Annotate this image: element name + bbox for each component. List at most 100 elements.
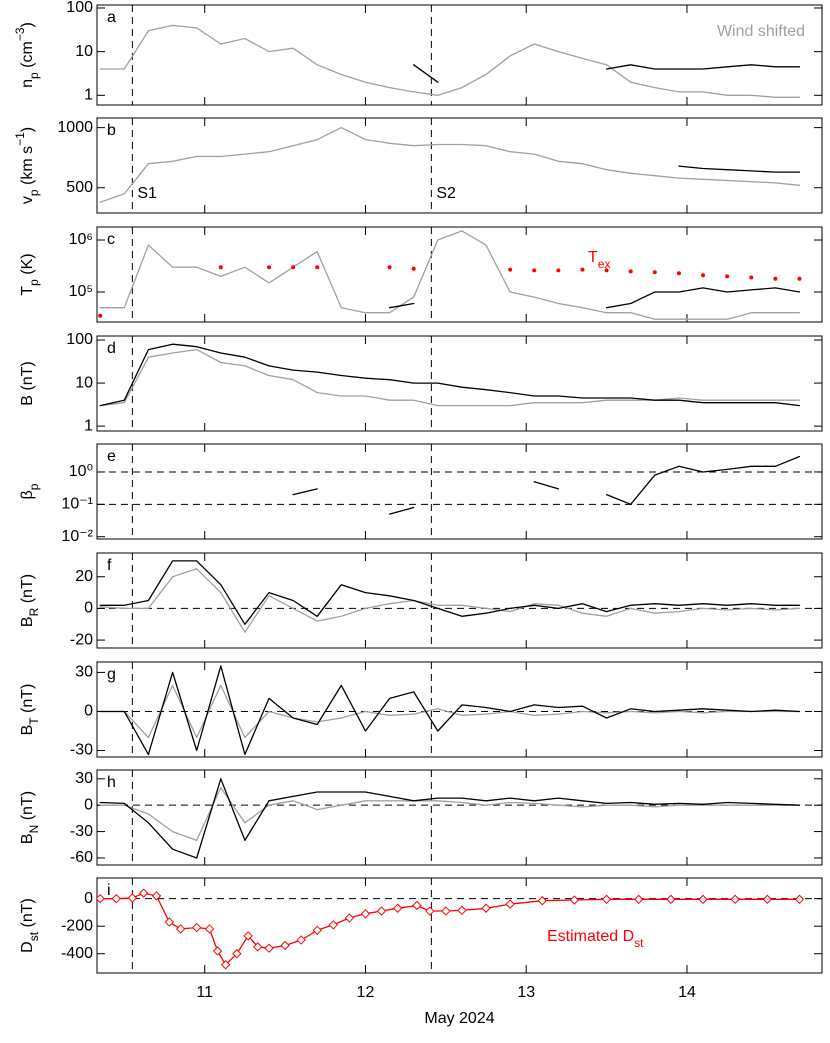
data-marker — [569, 895, 580, 905]
data-marker — [328, 920, 339, 930]
data-point — [701, 273, 706, 278]
y-axis-label: BR (nT) — [19, 574, 41, 627]
panel-frame — [96, 877, 823, 974]
data-marker — [111, 893, 121, 904]
y-tick-label: 10 — [75, 43, 93, 60]
y-axis-label: BN (nT) — [19, 791, 41, 844]
series-line — [99, 568, 801, 633]
data-point — [749, 275, 754, 280]
y-tick-label: 1000 — [57, 119, 93, 136]
y-tick-label: 100 — [66, 331, 93, 348]
label-part: (cm — [19, 41, 36, 72]
series-line — [99, 786, 801, 842]
label-part: D — [19, 941, 36, 953]
label-part: (nT) — [19, 574, 36, 608]
data-marker — [762, 894, 773, 905]
series-line — [99, 560, 801, 625]
label-part: B — [19, 833, 36, 844]
y-tick-label: -30 — [70, 742, 93, 759]
data-marker — [127, 893, 138, 903]
y-tick-label: 0 — [84, 703, 93, 720]
y-axis-label: Tp (K) — [19, 253, 41, 295]
panel-frame — [96, 552, 823, 649]
data-marker — [151, 891, 162, 901]
data-marker — [481, 903, 491, 913]
label-part: T — [27, 717, 41, 725]
label-part: (nT) — [19, 898, 36, 932]
series-line — [99, 665, 801, 756]
y-tick-label: 0 — [84, 890, 93, 907]
data-marker — [392, 903, 403, 913]
panel-label: a — [107, 9, 116, 26]
series-line — [99, 348, 801, 407]
data-point — [267, 265, 272, 270]
y-tick-label: 10⁶ — [69, 231, 93, 248]
label-part: p — [27, 279, 41, 286]
x-tick-label: 13 — [517, 984, 535, 1001]
label-part: p — [27, 189, 41, 196]
y-tick-label: 0 — [84, 600, 93, 617]
data-marker — [204, 924, 215, 934]
annotation: Tex — [588, 249, 610, 271]
panel-label: g — [107, 666, 116, 683]
data-point — [797, 276, 802, 281]
y-tick-label: 10⁻² — [61, 528, 93, 545]
panel-frame — [96, 661, 823, 758]
label-part: B — [19, 616, 36, 627]
label-part: Estimated D — [547, 928, 634, 945]
y-axis-label: B (nT) — [19, 361, 36, 405]
label-part: ex — [598, 257, 611, 271]
y-tick-label: 10⁻¹ — [61, 496, 93, 513]
label-part: (km s — [19, 146, 36, 190]
data-point — [628, 269, 633, 274]
label-part: Wind shifted — [717, 23, 805, 40]
panel-label: f — [107, 557, 112, 574]
data-marker — [212, 946, 223, 956]
label-part: N — [27, 825, 41, 834]
label-part: p — [27, 72, 41, 79]
label-part: v — [19, 196, 36, 204]
label-part: B (nT) — [19, 361, 36, 405]
annotation: Wind shifted — [717, 23, 805, 40]
data-marker — [666, 894, 676, 905]
series-line — [99, 126, 801, 203]
x-tick-label: 12 — [357, 984, 375, 1001]
data-marker — [537, 896, 547, 906]
data-marker — [138, 888, 149, 898]
data-marker — [220, 960, 231, 970]
data-point — [604, 268, 609, 273]
y-axis-label: βp — [19, 483, 41, 499]
data-marker — [505, 899, 515, 909]
y-tick-label: 20 — [75, 568, 93, 585]
data-point — [580, 267, 585, 272]
data-marker — [95, 893, 105, 904]
data-marker — [191, 922, 202, 933]
y-tick-label: 30 — [75, 770, 93, 787]
data-point — [556, 268, 561, 273]
label-part: (K) — [19, 253, 36, 279]
y-tick-label: 1 — [84, 417, 93, 434]
panel-label: h — [107, 774, 116, 791]
panel-frame — [96, 4, 823, 106]
label-part: β — [19, 490, 36, 499]
shock-label: S2 — [436, 185, 456, 202]
data-marker — [253, 942, 263, 952]
data-marker — [312, 925, 322, 936]
panel-label: d — [107, 340, 116, 357]
y-tick-label: 1 — [84, 87, 93, 104]
y-axis-label: np (cm−3) — [13, 22, 41, 88]
panel-label: e — [107, 448, 116, 465]
x-tick-label: 14 — [678, 984, 696, 1001]
data-marker — [698, 894, 708, 905]
panel-label: i — [107, 882, 111, 899]
label-part: T — [19, 286, 36, 296]
data-marker — [412, 900, 422, 911]
label-part: ) — [19, 22, 36, 27]
data-point — [652, 270, 657, 275]
y-tick-label: 0 — [84, 796, 93, 813]
data-marker — [232, 949, 242, 959]
data-marker — [457, 905, 467, 916]
label-part: n — [19, 79, 36, 88]
y-axis-label: vp (km s−1) — [13, 127, 41, 204]
data-marker — [164, 917, 175, 927]
